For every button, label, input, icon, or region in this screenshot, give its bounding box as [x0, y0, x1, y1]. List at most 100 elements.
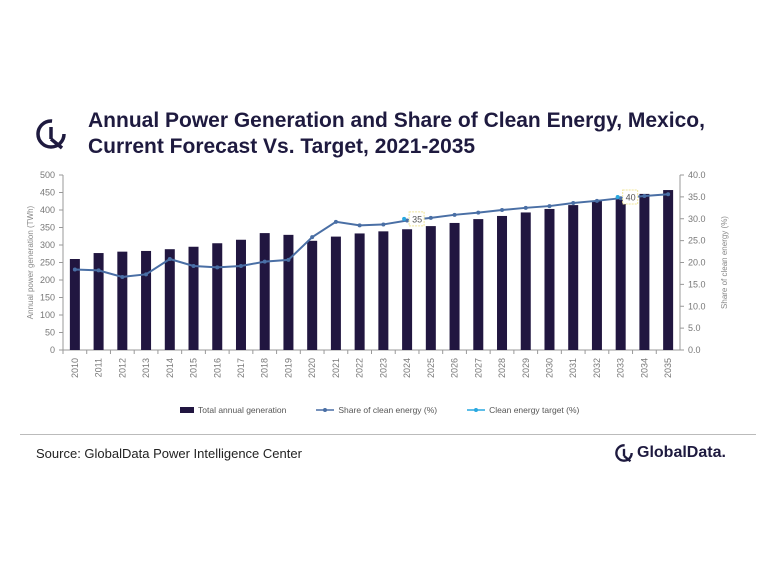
target-label: 40: [626, 193, 636, 203]
title-line-1: Annual Power Generation and Share of Cle…: [88, 109, 705, 132]
y2-tick-label: 40.0: [688, 170, 706, 180]
share-point: [72, 267, 77, 272]
x-tick-label: 2010: [70, 358, 80, 378]
x-tick-label: 2020: [307, 358, 317, 378]
y2-tick-label: 5.0: [688, 323, 701, 333]
share-point: [310, 235, 315, 240]
bar: [615, 197, 626, 350]
bar: [544, 208, 555, 350]
globaldata-brand-icon: [615, 444, 633, 463]
y2-tick-label: 25.0: [688, 236, 706, 246]
x-tick-label: 2031: [568, 358, 578, 378]
brand-name: GlobalData.: [637, 444, 726, 461]
bar: [117, 251, 128, 350]
y2-tick-label: 20.0: [688, 258, 706, 268]
share-point: [405, 218, 410, 223]
x-tick-label: 2019: [283, 358, 293, 378]
y2-axis-label: Share of clean energy (%): [720, 216, 729, 309]
share-point: [476, 210, 481, 215]
share-point: [238, 264, 243, 268]
x-tick-label: 2011: [94, 358, 104, 377]
share-point: [571, 201, 576, 205]
share-point: [96, 268, 101, 273]
y-tick-label: 0: [50, 345, 55, 355]
share-point: [452, 212, 457, 217]
bar: [473, 219, 484, 350]
legend-swatch-target-icon: [467, 408, 486, 412]
share-point: [120, 274, 125, 279]
y-tick-label: 100: [40, 310, 55, 320]
x-tick-label: 2025: [426, 358, 436, 378]
bar: [307, 240, 318, 350]
legend-item-generation: Total annual generation: [180, 405, 286, 415]
x-tick-label: 2016: [212, 358, 222, 378]
share-point: [642, 194, 647, 198]
bar: [141, 250, 152, 350]
brand-logo: GlobalData.: [614, 443, 726, 463]
bar: [663, 190, 674, 350]
bar: [354, 233, 365, 350]
y2-tick-label: 30.0: [688, 214, 706, 224]
y-tick-label: 50: [45, 328, 55, 338]
x-tick-label: 2021: [331, 358, 341, 378]
share-point: [594, 198, 599, 203]
bar: [568, 205, 579, 350]
x-tick-label: 2032: [592, 358, 602, 378]
chart-title: Annual Power Generation and Share of Cle…: [88, 108, 748, 160]
y-tick-label: 450: [40, 188, 55, 198]
bar: [520, 212, 531, 350]
legend-item-share: Share of clean energy (%): [316, 405, 437, 415]
x-tick-label: 2030: [544, 358, 554, 378]
y-tick-label: 350: [40, 223, 55, 233]
bar: [449, 222, 460, 350]
share-point: [428, 215, 433, 220]
share-line: [74, 193, 669, 278]
y-tick-label: 200: [40, 275, 55, 285]
x-tick-label: 2027: [473, 358, 483, 378]
legend-label: Share of clean energy (%): [338, 405, 438, 415]
x-tick-label: 2026: [450, 358, 460, 378]
bar: [212, 243, 223, 350]
bar: [639, 193, 650, 350]
share-point: [523, 205, 528, 210]
bar: [93, 253, 104, 350]
source-note: Source: GlobalData Power Intelligence Ce…: [36, 446, 302, 461]
x-tick-label: 2023: [378, 358, 388, 378]
y2-tick-label: 35.0: [688, 192, 706, 202]
target-point: [402, 216, 407, 221]
share-point: [286, 257, 291, 262]
globaldata-logo-icon: [34, 117, 68, 156]
target-label-box: [622, 189, 639, 205]
legend-label: Total annual generation: [198, 405, 287, 415]
share-point: [144, 272, 149, 277]
bar: [402, 229, 413, 350]
share-point: [547, 204, 552, 209]
target-point: [615, 195, 620, 199]
x-tick-label: 2018: [260, 358, 270, 378]
x-tick-label: 2022: [355, 358, 365, 378]
y2-tick-label: 15.0: [688, 279, 706, 289]
x-tick-label: 2029: [521, 358, 531, 378]
share-point: [666, 192, 671, 197]
y2-tick-label: 10.0: [688, 301, 706, 311]
share-point: [215, 265, 220, 270]
share-point: [262, 259, 267, 264]
x-tick-label: 2024: [402, 358, 412, 378]
x-tick-label: 2028: [497, 358, 507, 378]
bar: [591, 200, 602, 350]
x-tick-label: 2017: [236, 358, 246, 378]
legend: Total annual generation Share of clean e…: [180, 405, 579, 415]
target-label: 35: [412, 214, 422, 224]
x-tick-label: 2034: [639, 358, 649, 378]
share-point: [381, 222, 386, 227]
legend-label: Clean energy target (%): [489, 405, 580, 415]
x-tick-label: 2033: [616, 358, 626, 378]
share-point: [618, 196, 623, 201]
x-tick-label: 2012: [117, 358, 127, 378]
legend-item-target: Clean energy target (%): [467, 405, 579, 415]
x-tick-label: 2014: [165, 358, 175, 378]
share-point: [167, 257, 172, 261]
bar: [283, 234, 294, 350]
target-label-box: [408, 211, 425, 227]
bar: [259, 233, 270, 350]
